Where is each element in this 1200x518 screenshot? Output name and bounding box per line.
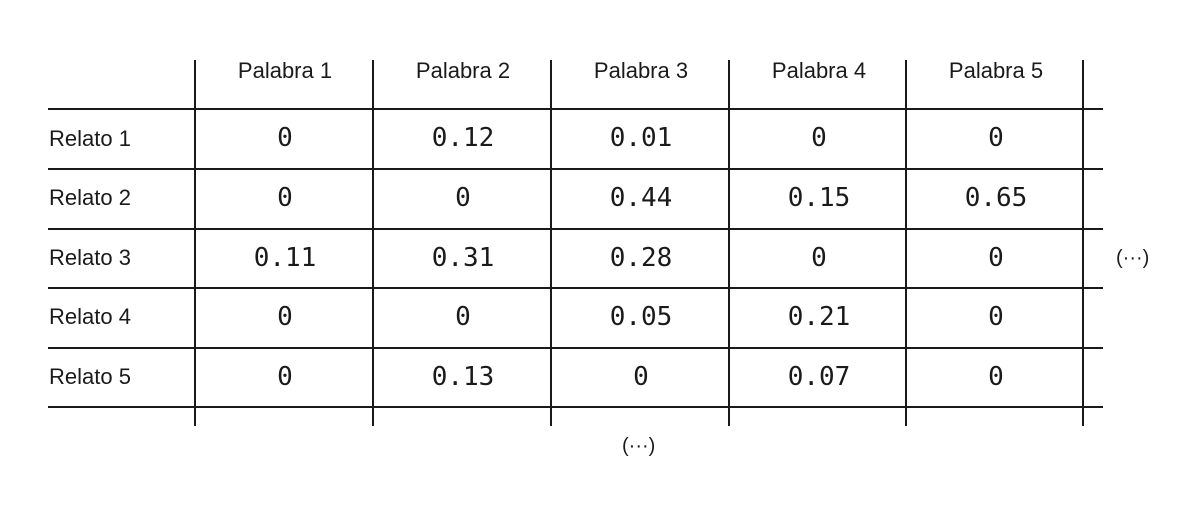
matrix-cell: 0.28 [609,243,673,273]
column-header-palabra-1: Palabra 1 [237,58,333,83]
matrix-cell: 0 [455,302,471,332]
row-header-relato-2: Relato 2 [49,185,131,210]
matrix-cell: 0 [988,362,1004,392]
matrix-cell: 0.12 [431,123,495,153]
row-divider [48,108,1103,110]
matrix-cell: 0 [277,362,293,392]
matrix-cell: 0.11 [253,243,317,273]
row-header-relato-3: Relato 3 [49,245,131,270]
matrix-cell: 0 [455,183,471,213]
column-header-palabra-4: Palabra 4 [771,58,867,83]
matrix-cell: 0 [277,183,293,213]
column-divider [194,60,196,426]
rows-continue-ellipsis: (···) [622,435,656,457]
matrix-cell: 0 [633,362,649,392]
matrix-cell: 0.15 [787,183,851,213]
matrix-cell: 0.21 [787,302,851,332]
matrix-cell: 0.13 [431,362,495,392]
matrix-cell: 0 [988,243,1004,273]
row-header-relato-5: Relato 5 [49,364,131,389]
row-divider [48,406,1103,408]
matrix-cell: 0 [277,302,293,332]
column-divider [905,60,907,426]
matrix-cell: 0 [988,123,1004,153]
column-divider [1082,60,1084,426]
column-divider [372,60,374,426]
columns-continue-ellipsis: (···) [1116,247,1150,269]
matrix-cell: 0.44 [609,183,673,213]
column-divider [728,60,730,426]
column-divider [550,60,552,426]
row-divider [48,228,1103,230]
matrix-cell: 0.65 [964,183,1028,213]
row-divider [48,168,1103,170]
column-header-palabra-3: Palabra 3 [593,58,689,83]
matrix-cell: 0.31 [431,243,495,273]
row-header-relato-1: Relato 1 [49,126,131,151]
matrix-cell: 0 [277,123,293,153]
column-header-palabra-5: Palabra 5 [948,58,1044,83]
matrix-cell: 0.05 [609,302,673,332]
matrix-cell: 0.01 [609,123,673,153]
matrix-cell: 0.07 [787,362,851,392]
column-header-palabra-2: Palabra 2 [415,58,511,83]
row-header-relato-4: Relato 4 [49,304,131,329]
row-divider [48,287,1103,289]
matrix-cell: 0 [988,302,1004,332]
matrix-cell: 0 [811,123,827,153]
row-divider [48,347,1103,349]
matrix-cell: 0 [811,243,827,273]
